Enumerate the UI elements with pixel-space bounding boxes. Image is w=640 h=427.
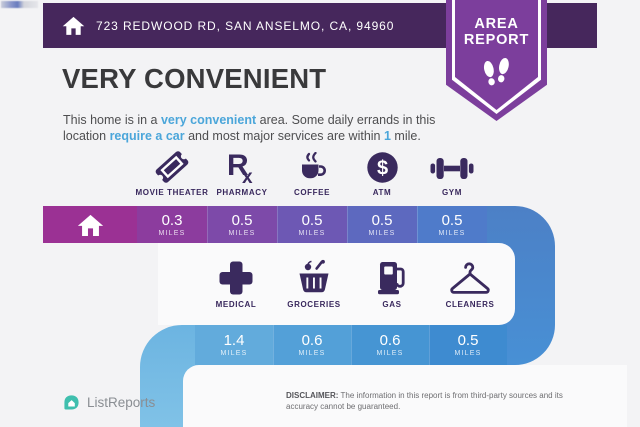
distance-segment-cleaners: 0.5 MILES: [429, 325, 507, 365]
amenity-label: CLEANERS: [445, 300, 495, 309]
area-report-badge: AREA REPORT: [446, 0, 547, 121]
listreports-logo: [63, 394, 80, 411]
amenity-movie-theater: MOVIE THEATER: [135, 144, 209, 197]
coffee-cup-icon: [295, 144, 329, 184]
distance-value: 1.4: [223, 332, 245, 349]
description-text: This home is in a: [63, 112, 161, 127]
amenity-label: MOVIE THEATER: [135, 188, 209, 197]
amenity-gym: GYM: [417, 144, 487, 197]
distance-unit: MILES: [298, 229, 326, 237]
distance-value: 0.5: [231, 211, 253, 229]
badge-title: AREA REPORT: [446, 16, 547, 48]
distance-value: 0.6: [301, 332, 323, 349]
distance-unit: MILES: [228, 229, 256, 237]
home-segment: [43, 206, 137, 243]
description-text: and most major services are within: [184, 129, 384, 143]
dollar-circle-icon: $: [366, 144, 399, 184]
gas-pump-icon: [376, 256, 408, 296]
distance-segment-coffee: 0.5 MILES: [277, 206, 347, 243]
distance-segment-gas: 0.6 MILES: [351, 325, 429, 365]
amenity-label: MEDICAL: [215, 300, 257, 309]
distance-value: 0.5: [371, 211, 393, 229]
description-text: area. Some daily errands in this locatio…: [63, 112, 436, 144]
home-icon: [77, 213, 104, 237]
highlight-one-mile: 1: [384, 129, 391, 143]
amenity-label: COFFEE: [293, 188, 331, 197]
amenity-label: PHARMACY: [216, 188, 268, 197]
bottom-panel: [183, 365, 627, 427]
listreports-brand: ListReports: [63, 394, 155, 411]
corner-watermark: [1, 1, 38, 8]
area-description: This home is in a very convenient area. …: [63, 112, 465, 145]
distance-segment-medical: 1.4 MILES: [195, 325, 273, 365]
snake-inner-panel: [158, 243, 515, 325]
highlight-very-convenient: very convenient: [160, 112, 257, 127]
distance-value: 0.3: [161, 211, 183, 229]
amenity-icons-row1: MOVIE THEATER R x PHARMACY COFFEE: [135, 144, 487, 197]
distance-segment-gym: 0.5 MILES: [417, 206, 487, 243]
amenity-medical: MEDICAL: [197, 256, 275, 309]
grocery-basket-icon: [294, 256, 334, 296]
badge-title-line2: REPORT: [463, 32, 530, 48]
amenity-cleaners: CLEANERS: [431, 256, 509, 309]
rx-icon: R x: [226, 144, 258, 184]
distance-unit: MILES: [220, 350, 248, 357]
distance-bar-row2: 1.4 MILES 0.6 MILES 0.6 MILES 0.5 MILES: [195, 325, 507, 365]
medical-cross-icon: [218, 256, 254, 296]
amenity-atm: $ ATM: [347, 144, 417, 197]
svg-text:$: $: [376, 158, 387, 180]
dumbbell-icon: [430, 144, 474, 184]
highlight-require-a-car: require a car: [109, 129, 185, 143]
page-title: VERY CONVENIENT: [62, 63, 327, 94]
distance-bar-row1: 0.3 MILES 0.5 MILES 0.5 MILES 0.5 MILES …: [43, 206, 487, 243]
distance-segment-atm: 0.5 MILES: [347, 206, 417, 243]
disclaimer: DISCLAIMER: The information in this repo…: [286, 391, 592, 412]
distance-value: 0.5: [301, 211, 323, 229]
distance-unit: MILES: [368, 229, 396, 237]
svg-text:x: x: [242, 167, 253, 184]
amenity-groceries: GROCERIES: [275, 256, 353, 309]
amenity-label: GAS: [382, 300, 402, 309]
hanger-icon: [448, 256, 492, 296]
amenity-label: GYM: [441, 188, 463, 197]
footprints-icon: [480, 57, 513, 91]
amenity-label: ATM: [372, 188, 392, 197]
distance-value: 0.5: [441, 211, 463, 229]
distance-segment-groceries: 0.6 MILES: [273, 325, 351, 365]
amenity-label: GROCERIES: [287, 300, 341, 309]
disclaimer-text: The information in this report is from t…: [286, 391, 563, 411]
brand-name: ListReports: [87, 395, 156, 410]
disclaimer-label: DISCLAIMER:: [286, 391, 339, 400]
distance-value: 0.6: [379, 332, 401, 349]
amenity-coffee: COFFEE: [277, 144, 347, 197]
amenity-pharmacy: R x PHARMACY: [207, 144, 277, 197]
distance-unit: MILES: [376, 350, 404, 357]
distance-unit: MILES: [158, 229, 186, 237]
home-icon: [62, 15, 85, 36]
property-address: 723 REDWOOD RD, SAN ANSELMO, CA, 94960: [96, 18, 395, 33]
amenity-gas: GAS: [353, 256, 431, 309]
movie-ticket-icon: [153, 144, 191, 184]
svg-text:R: R: [227, 149, 249, 182]
distance-unit: MILES: [438, 229, 466, 237]
badge-title-line1: AREA: [474, 16, 519, 32]
distance-segment-pharmacy: 0.5 MILES: [207, 206, 277, 243]
distance-segment-movie-theater: 0.3 MILES: [137, 206, 207, 243]
amenity-icons-row2: MEDICAL GROCERIES: [197, 256, 509, 309]
distance-value: 0.5: [457, 332, 479, 349]
distance-unit: MILES: [454, 350, 482, 357]
description-text: mile.: [390, 129, 421, 143]
distance-unit: MILES: [298, 350, 326, 357]
